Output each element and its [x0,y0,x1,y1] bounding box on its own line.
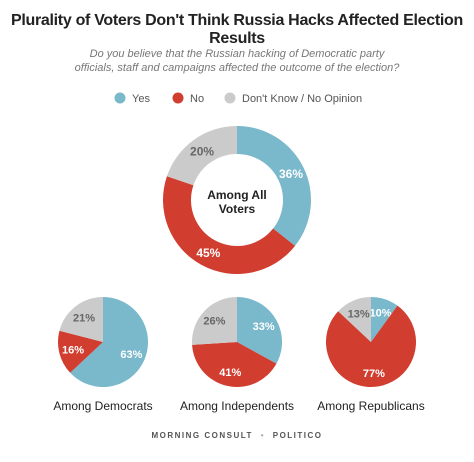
pie-slice [326,305,417,387]
legend-swatch [114,92,126,104]
pie-label: Among Republicans [317,399,424,413]
pie-slice [59,297,103,342]
title: Plurality of Voters Don't Think Russia H… [11,12,463,47]
value-label: 45% [196,246,220,260]
value-label: 21% [73,312,95,324]
pie-slice [371,297,398,342]
pie-slice [192,297,237,345]
value-label: 63% [120,349,142,361]
value-label: 33% [253,321,275,333]
donut-slice [237,126,312,246]
footer-brand: POLITICO [272,431,323,440]
footer: MORNING CONSULT • POLITICO [0,431,474,440]
value-label: 77% [363,368,385,380]
value-label: 20% [190,144,214,158]
legend-label: Don't Know / No Opinion [242,93,362,105]
legend-swatch [172,92,184,104]
value-label: 16% [62,345,84,357]
pie-slice [57,330,103,373]
pie-label: Among Democrats [53,399,152,413]
value-label: 26% [203,316,225,328]
pie-slice [237,297,282,364]
donut-slice [162,176,296,275]
donut-center-label: Among All Voters [207,188,267,216]
legend-swatch [224,92,236,104]
value-label: 10% [370,307,392,319]
footer-brand: MORNING CONSULT [151,431,253,440]
pie-label: Among Independents [180,399,294,413]
subtitle: Do you believe that the Russian hacking … [74,48,400,74]
pie-slice [70,297,148,387]
pie-slice [338,297,371,342]
value-label: 13% [348,308,370,320]
value-label: 41% [219,367,241,379]
donut-slice [166,126,237,186]
legend-label: Yes [132,93,150,105]
value-label: 36% [279,167,303,181]
pie-slice [192,342,277,387]
separator: • [260,431,265,440]
legend-label: No [190,93,204,105]
